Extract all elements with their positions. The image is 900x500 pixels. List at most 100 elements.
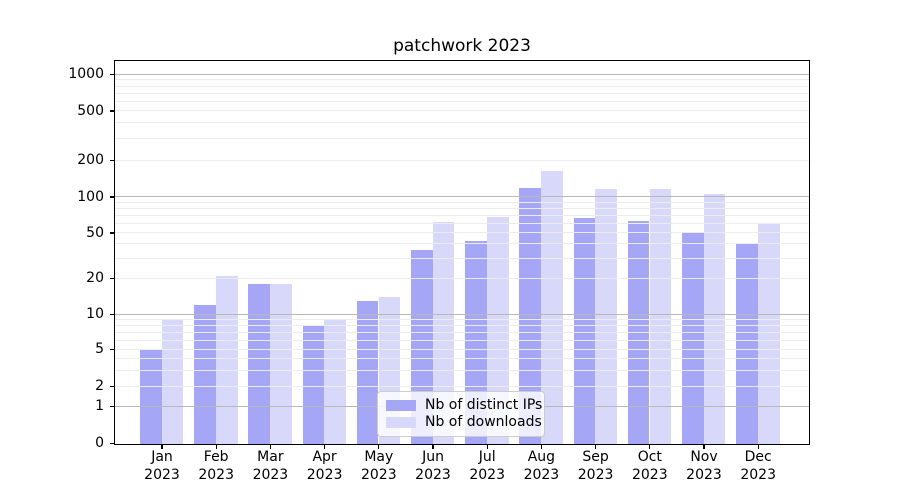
- bar-downloads-apr: [324, 320, 346, 444]
- y-tick-mark: [110, 405, 114, 408]
- x-tick-month: Aug: [527, 449, 556, 465]
- y-tick-mark: [110, 349, 114, 351]
- x-tick-month: Apr: [312, 449, 337, 465]
- x-tick-year: 2023: [252, 467, 289, 483]
- gridline-minor: [115, 222, 809, 224]
- x-tick-label: Apr 2023: [289, 448, 361, 484]
- x-tick-mark: [486, 444, 488, 449]
- gridline-minor: [115, 110, 809, 112]
- x-tick-month: Jul: [478, 449, 496, 465]
- legend: Nb of distinct IPs Nb of downloads: [377, 390, 545, 437]
- gridline-minor: [115, 243, 809, 245]
- y-tick-label: 50: [86, 224, 104, 241]
- x-tick-label: Aug 2023: [505, 448, 577, 484]
- x-tick-year: 2023: [631, 467, 668, 483]
- gridline-minor: [115, 277, 809, 279]
- y-tick-mark: [110, 196, 114, 198]
- gridline-minor: [115, 257, 809, 259]
- bar-ips-may: [356, 301, 379, 444]
- y-tick-label: 1000: [68, 66, 104, 82]
- gridline-minor: [115, 79, 809, 81]
- bar-ips-sep: [573, 218, 596, 444]
- gridline-minor: [115, 201, 809, 203]
- bar-downloads-jul: [486, 217, 509, 444]
- x-tick-month: Nov: [690, 449, 718, 465]
- x-tick-mark: [269, 444, 272, 449]
- x-tick-year: 2023: [360, 467, 397, 483]
- y-tick-label: 0: [95, 434, 104, 451]
- x-tick-month: Jun: [422, 449, 444, 465]
- gridline-minor: [115, 339, 809, 341]
- y-tick-mark: [110, 385, 114, 388]
- legend-label: Nb of distinct IPs: [425, 397, 543, 413]
- legend-entry: Nb of distinct IPs: [386, 397, 542, 414]
- gridline-minor: [115, 358, 809, 359]
- x-tick-mark: [757, 444, 759, 449]
- y-tick-mark: [110, 313, 114, 316]
- x-tick-mark: [649, 444, 651, 449]
- gridline-minor: [115, 232, 809, 234]
- x-tick-year: 2023: [306, 467, 343, 483]
- x-tick-mark: [594, 444, 597, 449]
- bar-ips-aug: [519, 187, 542, 444]
- y-tick-label: 5: [95, 341, 104, 358]
- bar-downloads-nov: [703, 194, 726, 444]
- x-tick-year: 2023: [686, 467, 722, 483]
- chart-title: patchwork 2023: [393, 36, 531, 56]
- plot-area: Nb of distinct IPs Nb of downloads: [114, 59, 810, 445]
- x-tick-year: 2023: [469, 467, 505, 483]
- y-tick-label: 2: [95, 378, 104, 395]
- gridline-major: [115, 73, 809, 75]
- y-tick-mark: [110, 110, 114, 112]
- x-tick-mark: [215, 444, 217, 449]
- y-tick-label: 200: [77, 152, 104, 169]
- bar-downloads-oct: [649, 189, 672, 444]
- x-tick-mark: [432, 444, 434, 449]
- gridline-minor: [115, 325, 809, 327]
- legend-label: Nb of downloads: [425, 414, 542, 430]
- x-tick-label: Nov 2023: [668, 448, 740, 484]
- x-tick-label: Dec 2023: [722, 448, 794, 484]
- gridline-minor: [115, 122, 809, 124]
- x-tick-month: Oct: [637, 449, 662, 465]
- gridline-minor: [115, 92, 809, 94]
- bar-ips-nov: [682, 233, 704, 444]
- gridline-minor: [115, 319, 809, 321]
- gridline-minor: [115, 207, 809, 209]
- x-tick-label: Sep 2023: [560, 448, 632, 484]
- x-tick-month: Mar: [257, 449, 284, 465]
- bar-downloads-mar: [270, 284, 292, 444]
- gridline-minor: [115, 214, 809, 216]
- x-tick-mark: [378, 444, 380, 449]
- x-tick-month: Dec: [744, 449, 772, 465]
- gridline-minor: [115, 85, 809, 87]
- x-tick-label: Feb 2023: [180, 448, 252, 484]
- gridline-major: [115, 196, 809, 198]
- y-tick-mark: [110, 232, 114, 234]
- x-tick-label: Oct 2023: [614, 448, 686, 484]
- bar-ips-mar: [248, 284, 271, 444]
- y-tick-label: 1: [95, 398, 104, 414]
- y-tick-label: 500: [77, 102, 104, 119]
- gridline-minor: [115, 349, 809, 350]
- y-tick-label: 10: [86, 306, 104, 323]
- x-tick-mark: [161, 444, 163, 449]
- x-tick-month: May: [364, 449, 394, 465]
- legend-entry: Nb of downloads: [386, 414, 542, 431]
- x-tick-year: 2023: [740, 467, 776, 483]
- bar-downloads-feb: [215, 276, 238, 444]
- gridline-minor: [115, 100, 809, 102]
- x-tick-mark: [323, 444, 326, 449]
- x-tick-mark: [703, 444, 705, 449]
- y-tick-mark: [110, 277, 114, 279]
- x-tick-label: Jan 2023: [126, 448, 198, 484]
- x-tick-year: 2023: [415, 467, 451, 483]
- legend-swatch: [386, 416, 416, 428]
- bar-downloads-jan: [161, 320, 184, 444]
- x-tick-year: 2023: [144, 467, 180, 483]
- gridline-minor: [115, 369, 809, 371]
- bar-downloads-sep: [595, 188, 617, 444]
- y-tick-label: 20: [86, 269, 104, 286]
- gridline-minor: [115, 159, 809, 161]
